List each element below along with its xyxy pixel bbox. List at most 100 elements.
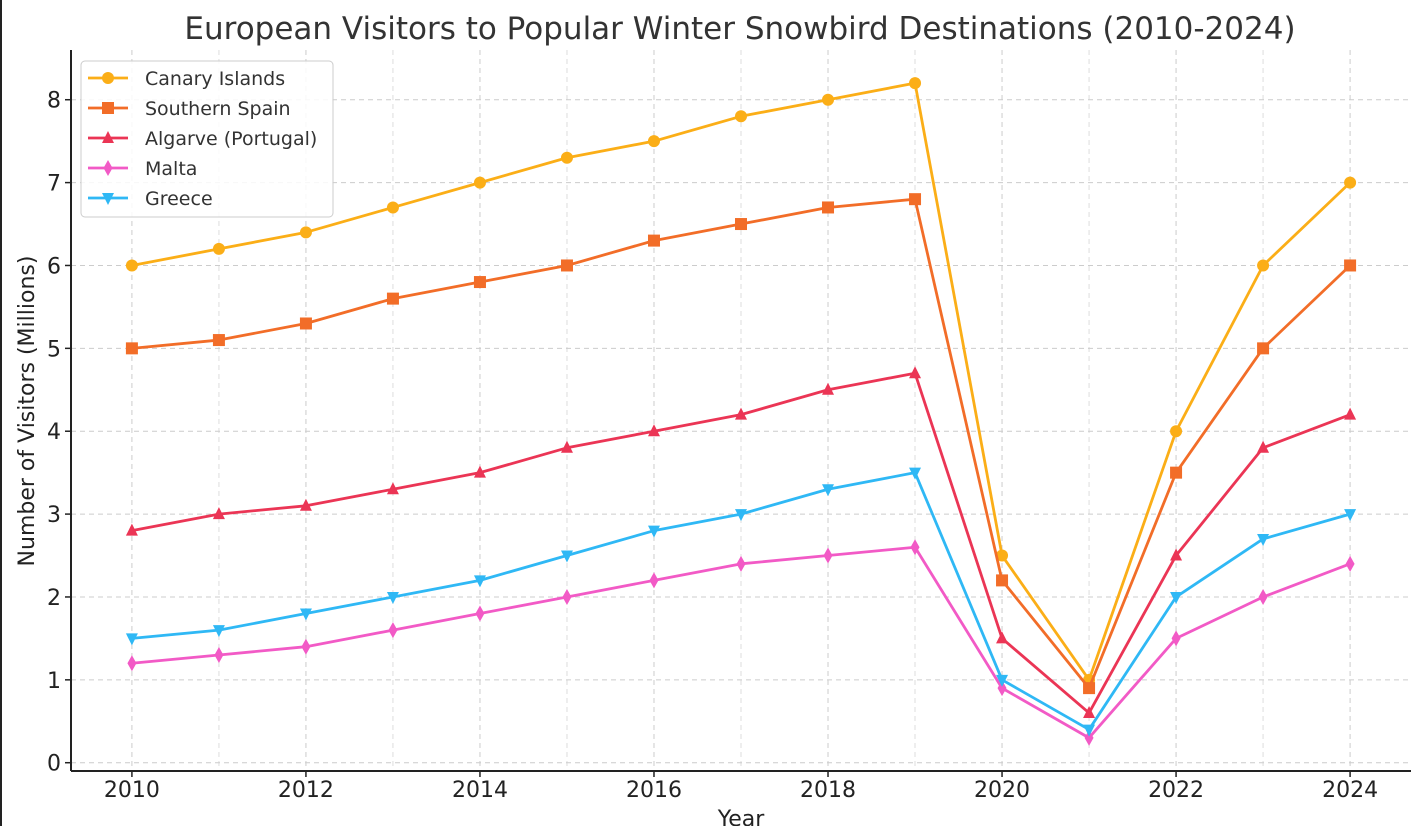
data-point xyxy=(299,226,312,239)
legend-label: Canary Islands xyxy=(145,68,285,90)
data-point xyxy=(909,77,922,90)
series-4 xyxy=(125,467,1357,737)
data-point xyxy=(212,625,225,638)
data-point xyxy=(301,638,311,655)
legend-marker xyxy=(102,193,114,205)
series-3 xyxy=(127,539,1355,746)
x-tick-label: 2010 xyxy=(104,778,160,803)
data-point xyxy=(560,151,573,164)
data-point xyxy=(1083,682,1096,695)
x-tick-label: 2022 xyxy=(1148,778,1204,803)
data-point xyxy=(735,110,747,123)
legend-box xyxy=(80,60,334,218)
data-point xyxy=(1170,591,1183,604)
legend: Canary Islands Southern Spain Algarve (Por… xyxy=(80,60,334,218)
x-tick-label: 2016 xyxy=(626,778,682,803)
data-point xyxy=(1171,630,1181,647)
data-point xyxy=(560,550,573,563)
y-tick-label: 4 xyxy=(47,420,61,445)
data-point xyxy=(386,482,399,495)
x-tick-label: 2012 xyxy=(278,778,334,803)
y-tick-label: 8 xyxy=(47,89,61,114)
data-point xyxy=(997,680,1007,697)
x-tick-label: 2024 xyxy=(1322,778,1378,803)
legend-label: Malta xyxy=(145,158,197,180)
data-point xyxy=(473,575,486,588)
series-layer xyxy=(125,77,1357,746)
data-point xyxy=(299,317,312,330)
series-line xyxy=(131,197,1352,690)
data-point xyxy=(647,424,660,437)
x-tick-label: 2014 xyxy=(452,778,508,803)
y-tick-label: 3 xyxy=(47,503,61,528)
data-point xyxy=(125,259,138,272)
data-point xyxy=(386,292,399,305)
data-point xyxy=(649,572,659,589)
y-tick-label: 1 xyxy=(47,669,61,694)
y-tick-label: 6 xyxy=(47,254,61,279)
data-point xyxy=(735,407,747,420)
y-tick-label: 7 xyxy=(47,172,61,197)
data-point xyxy=(909,366,922,379)
data-point xyxy=(1083,705,1096,718)
chart-title: European Visitors to Popular Winter Snow… xyxy=(184,11,1295,47)
legend-marker xyxy=(102,131,114,143)
y-axis-label: Number of Visitors (Millions) xyxy=(15,256,40,567)
data-point xyxy=(214,646,224,663)
data-point xyxy=(1257,259,1270,272)
data-point xyxy=(1083,724,1096,737)
series-0 xyxy=(125,77,1357,686)
data-point xyxy=(1170,425,1183,438)
y-tick-label: 5 xyxy=(47,337,61,362)
data-point xyxy=(823,547,833,564)
legend-label: Greece xyxy=(145,188,213,210)
data-point xyxy=(212,334,225,347)
data-point xyxy=(127,655,137,672)
data-point xyxy=(473,276,486,289)
y-axis-ticks: 0 1 2 3 4 5 6 7 8 xyxy=(47,89,71,777)
data-point xyxy=(212,242,225,255)
data-point xyxy=(909,467,922,480)
legend-label: Southern Spain xyxy=(145,98,291,120)
data-point xyxy=(1344,509,1357,522)
series-2 xyxy=(125,366,1357,718)
data-point xyxy=(647,525,660,538)
data-point xyxy=(735,218,747,231)
data-point xyxy=(560,440,573,453)
data-point xyxy=(1257,533,1270,546)
data-point xyxy=(1084,729,1094,746)
data-point xyxy=(647,234,660,247)
data-point xyxy=(996,574,1009,587)
data-point xyxy=(1344,176,1357,189)
data-point xyxy=(1258,588,1268,605)
data-point xyxy=(125,523,138,536)
x-axis-ticks: 2010 2012 2014 2016 2018 2020 2022 2024 xyxy=(104,771,1378,803)
legend-marker xyxy=(102,72,114,84)
data-point xyxy=(560,259,573,272)
data-point xyxy=(125,633,138,646)
data-point xyxy=(910,539,920,556)
data-point xyxy=(562,588,572,605)
data-point xyxy=(822,201,835,214)
series-1 xyxy=(125,193,1357,695)
data-point xyxy=(1344,259,1357,272)
data-point xyxy=(647,135,660,148)
data-point xyxy=(386,591,399,604)
y-tick-label: 2 xyxy=(47,586,61,611)
data-point xyxy=(475,605,485,622)
data-point xyxy=(1170,466,1183,479)
data-point xyxy=(822,382,835,395)
data-point xyxy=(996,631,1009,644)
data-point xyxy=(473,465,486,478)
data-point xyxy=(1344,407,1357,420)
data-point xyxy=(299,608,312,621)
data-point xyxy=(996,549,1009,562)
data-point xyxy=(212,507,225,520)
legend-marker xyxy=(102,102,114,114)
data-point xyxy=(1257,440,1270,453)
data-point xyxy=(386,201,399,214)
data-point xyxy=(822,93,835,106)
data-point xyxy=(388,622,398,639)
legend-label: Algarve (Portugal) xyxy=(145,128,317,150)
